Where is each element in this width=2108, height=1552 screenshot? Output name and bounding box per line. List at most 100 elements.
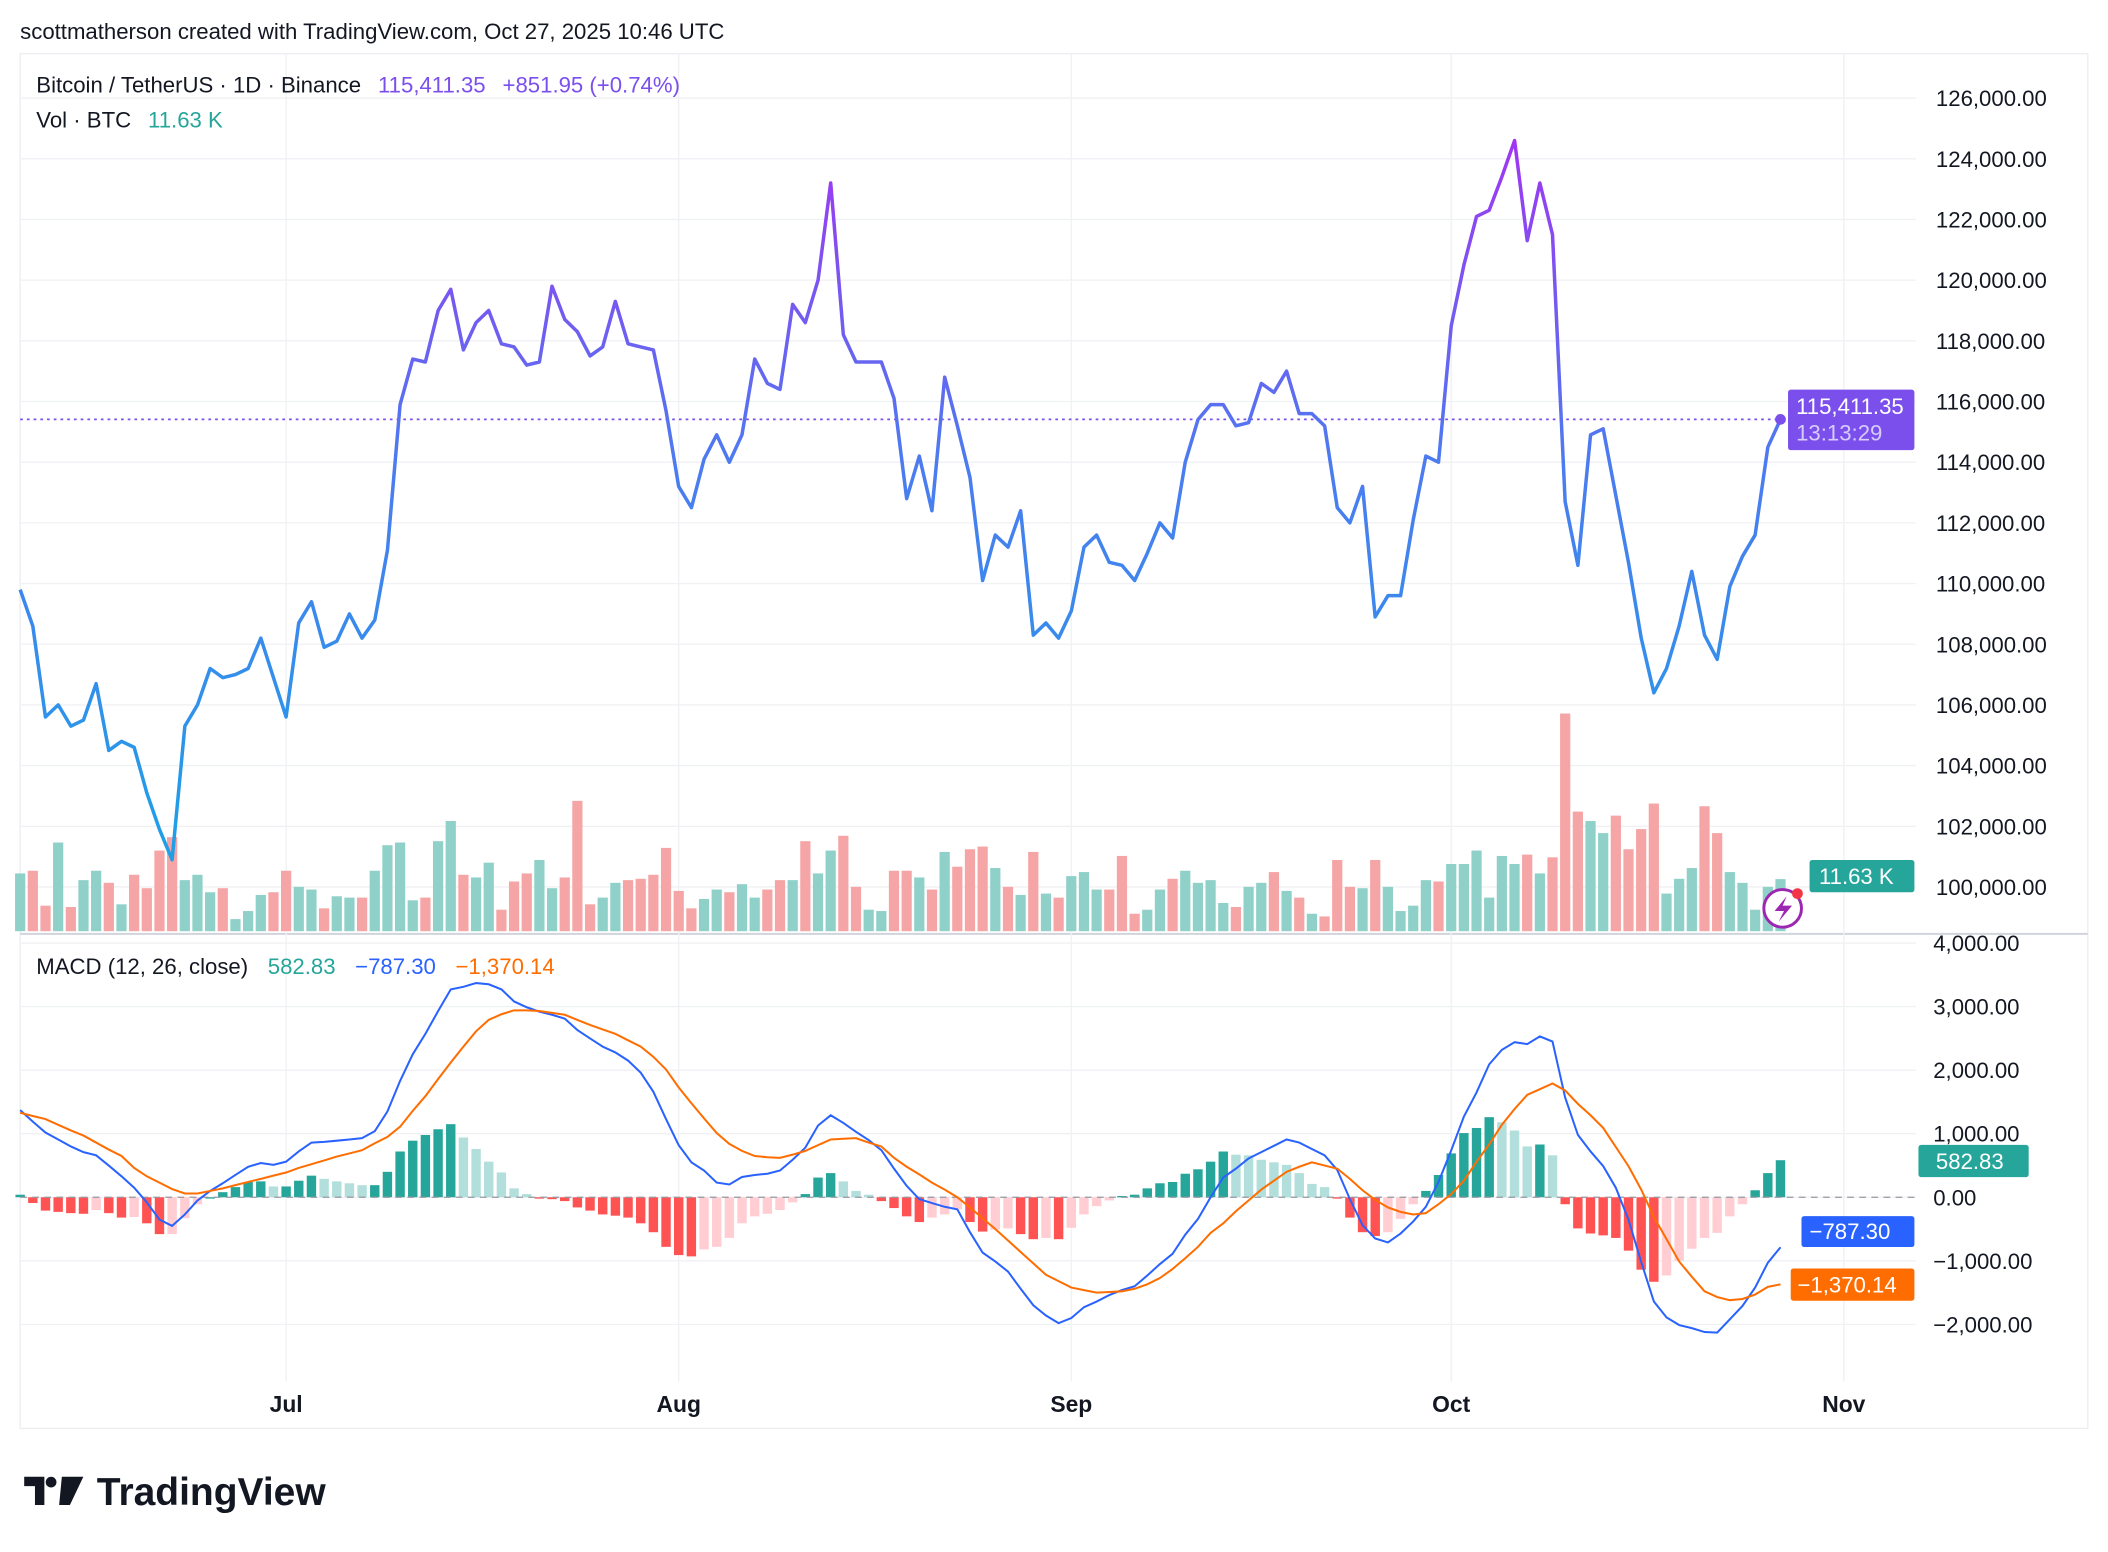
volume-bar (331, 896, 342, 932)
volume-bar (281, 870, 292, 932)
macd-histogram-bar (623, 1197, 633, 1218)
macd-histogram-bar (699, 1197, 709, 1250)
volume-bar (559, 877, 570, 932)
macd-histogram-bar (889, 1197, 899, 1209)
badge-hist: 582.83 (1936, 1149, 2004, 1174)
signal-badge: −1,370.14 (1790, 1268, 1915, 1301)
macd-line (19, 982, 1782, 1334)
macd-histogram-bar (1421, 1190, 1431, 1198)
time-tick-label: Nov (1822, 1391, 1865, 1417)
volume-bar (1572, 811, 1583, 932)
macd-hist-badge: 582.83 (1918, 1144, 2029, 1178)
volume-bar (40, 905, 51, 932)
volume-bar (230, 919, 241, 932)
badge-signal: −1,370.14 (1797, 1273, 1896, 1298)
macd-histogram-bar (357, 1185, 367, 1198)
time-axis[interactable]: Jul Aug Sep Oct Nov (270, 1391, 1866, 1417)
macd-histogram-bar (1408, 1197, 1418, 1205)
volume-bar (1560, 713, 1571, 932)
macd-histogram-bar (825, 1173, 836, 1198)
macd-histogram-bar (319, 1178, 329, 1198)
macd-histogram-bar (1066, 1197, 1076, 1228)
macd-histogram-bar (1357, 1197, 1368, 1233)
volume-bar (1116, 855, 1128, 932)
macd-tick-label: 1,000.00 (1933, 1122, 2019, 1147)
macd-histogram-bar (572, 1197, 583, 1208)
volume-legend[interactable]: Vol · BTC 11.63 K (36, 108, 223, 133)
volume-bar (1674, 878, 1685, 932)
volume-bar (129, 874, 140, 932)
macd-histogram-bar (78, 1197, 89, 1214)
volume-bar (1623, 849, 1634, 932)
macd-histogram-bar (1218, 1151, 1228, 1198)
volume-bar (1205, 880, 1216, 932)
macd-tick-label: 0.00 (1933, 1185, 1976, 1210)
attribution-text: scottmatherson created with TradingView.… (20, 19, 724, 44)
macd-histogram-bar (1598, 1197, 1608, 1236)
volume-bar (572, 800, 583, 932)
price-tick-label: 118,000.00 (1936, 329, 2045, 354)
macd-histogram-bar (787, 1197, 798, 1203)
lightning-icon[interactable] (1762, 888, 1803, 929)
volume-bar (825, 850, 836, 932)
macd-histogram-bar (408, 1140, 418, 1198)
macd-histogram-bar (1649, 1197, 1659, 1282)
macd-histogram-bar (471, 1148, 481, 1198)
price-tick-label: 120,000.00 (1936, 268, 2047, 293)
macd-histogram-bar (1345, 1197, 1355, 1218)
volume-bar (217, 888, 228, 932)
volume-bar (192, 874, 203, 932)
volume-bar (736, 884, 748, 932)
macd-histogram-bar (1585, 1197, 1596, 1234)
volume-bar (1648, 803, 1659, 932)
volume-bar (1496, 855, 1507, 932)
badge-price: 115,411.35 (1796, 394, 1904, 419)
macd-histogram-bar (1459, 1133, 1469, 1198)
macd-histogram-bar (813, 1177, 823, 1198)
price-tick-label: 102,000.00 (1936, 814, 2047, 839)
volume-bar (205, 892, 216, 932)
volume-bar (1484, 897, 1495, 932)
volume-bar (1180, 870, 1191, 932)
macd-histogram-bar (1522, 1146, 1532, 1198)
macd-legend[interactable]: MACD (12, 26, close) 582.83 −787.30 −1,3… (36, 954, 554, 979)
volume-bar (1598, 833, 1609, 932)
macd-histogram-bar (294, 1180, 304, 1198)
volume-bar (243, 911, 254, 932)
price-tick-label: 108,000.00 (1936, 632, 2047, 657)
volume-bar (850, 886, 862, 932)
macd-histogram-bar (344, 1183, 355, 1198)
macd-tick-label: −2,000.00 (1933, 1312, 2032, 1337)
macd-histogram-bar (1332, 1197, 1342, 1199)
volume-bar (382, 845, 393, 932)
macd-histogram-bar (1560, 1197, 1570, 1205)
macd-tick-label: −1,000.00 (1933, 1249, 2032, 1274)
volume-bar (1737, 882, 1748, 932)
volume-bar (65, 907, 76, 932)
macd-histogram-bar (1775, 1160, 1786, 1198)
volume-bar (179, 880, 190, 932)
last-price-dot (1775, 413, 1786, 425)
macd-histogram-bar (40, 1197, 51, 1211)
legend-change: +851.95 (+0.74%) (503, 73, 680, 98)
macd-histogram-bar (28, 1197, 38, 1203)
macd-histogram-bar (53, 1197, 63, 1212)
macd-histogram-bar (420, 1134, 431, 1198)
macd-histogram-bar (863, 1194, 874, 1198)
volume-bar (508, 881, 520, 932)
macd-histogram (15, 1117, 1786, 1282)
volume-bar (53, 842, 64, 932)
price-tick-label: 106,000.00 (1936, 693, 2047, 718)
macd-axis[interactable]: 4,000.00 3,000.00 2,000.00 1,000.00 0.00 −1,0… (1933, 931, 2032, 1337)
macd-line-value: −787.30 (355, 954, 436, 979)
macd-histogram-bar (243, 1182, 253, 1198)
volume-bar (407, 900, 418, 932)
symbol-legend[interactable]: Bitcoin / TetherUS · 1D · Binance 115,41… (36, 73, 680, 98)
volume-bar (838, 835, 849, 932)
macd-histogram-bar (775, 1197, 785, 1210)
volume-bar (1750, 909, 1761, 932)
volume-bar (749, 897, 760, 932)
price-axis[interactable]: 126,000.00 124,000.00 122,000.00 120,000.00… (1936, 86, 2047, 900)
notification-dot (1792, 888, 1803, 899)
